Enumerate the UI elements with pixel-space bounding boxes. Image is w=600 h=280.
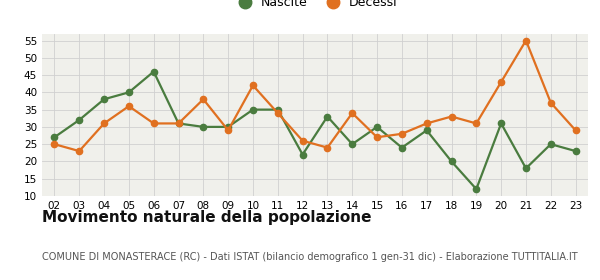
Line: Decessi: Decessi — [51, 38, 579, 154]
Nascite — [373, 125, 380, 129]
Nascite — [398, 146, 406, 149]
Decessi — [100, 122, 107, 125]
Nascite — [324, 115, 331, 118]
Nascite — [150, 70, 157, 73]
Decessi — [150, 122, 157, 125]
Nascite — [274, 108, 281, 111]
Legend: Nascite, Decessi: Nascite, Decessi — [227, 0, 403, 14]
Nascite — [349, 143, 356, 146]
Decessi — [373, 136, 380, 139]
Nascite — [423, 129, 430, 132]
Nascite — [125, 91, 133, 94]
Decessi — [51, 143, 58, 146]
Nascite — [250, 108, 257, 111]
Nascite — [100, 97, 107, 101]
Decessi — [473, 122, 480, 125]
Nascite — [200, 125, 207, 129]
Nascite — [572, 150, 579, 153]
Nascite — [175, 122, 182, 125]
Nascite — [224, 125, 232, 129]
Nascite — [299, 153, 306, 156]
Nascite — [473, 187, 480, 191]
Decessi — [398, 132, 406, 136]
Nascite — [448, 160, 455, 163]
Decessi — [274, 111, 281, 115]
Nascite — [497, 122, 505, 125]
Decessi — [76, 150, 83, 153]
Decessi — [250, 84, 257, 87]
Nascite — [523, 167, 530, 170]
Decessi — [125, 104, 133, 108]
Decessi — [349, 111, 356, 115]
Decessi — [224, 129, 232, 132]
Nascite — [547, 143, 554, 146]
Decessi — [497, 80, 505, 84]
Decessi — [547, 101, 554, 104]
Decessi — [523, 39, 530, 42]
Text: Movimento naturale della popolazione: Movimento naturale della popolazione — [42, 210, 371, 225]
Decessi — [324, 146, 331, 149]
Decessi — [299, 139, 306, 143]
Nascite — [51, 136, 58, 139]
Decessi — [572, 129, 579, 132]
Decessi — [175, 122, 182, 125]
Nascite — [76, 118, 83, 122]
Decessi — [200, 97, 207, 101]
Text: COMUNE DI MONASTERACE (RC) - Dati ISTAT (bilancio demografico 1 gen-31 dic) - El: COMUNE DI MONASTERACE (RC) - Dati ISTAT … — [42, 252, 578, 262]
Decessi — [448, 115, 455, 118]
Line: Nascite: Nascite — [51, 69, 579, 192]
Decessi — [423, 122, 430, 125]
